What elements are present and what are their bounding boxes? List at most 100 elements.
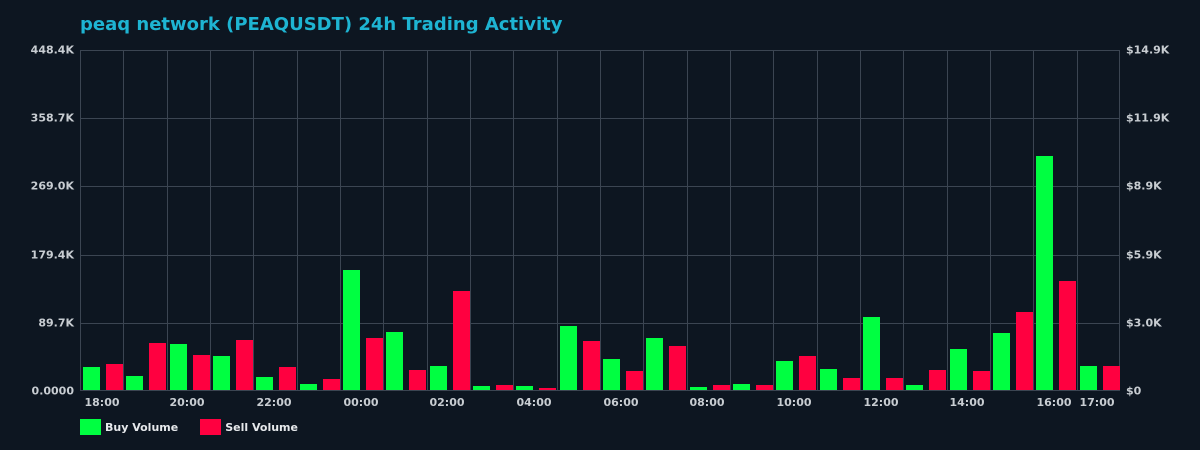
gridline-v xyxy=(253,51,255,390)
x-tick-label: 04:00 xyxy=(516,396,552,409)
gridline-v xyxy=(946,51,948,390)
y-tick-right: $0 xyxy=(1126,384,1142,398)
legend-label-sell: Sell Volume xyxy=(225,420,298,434)
y-tick-left: 0.0000 xyxy=(31,384,74,398)
sell-bar[interactable] xyxy=(799,355,817,390)
gridline-v xyxy=(513,51,515,390)
y-tick-left: 179.4K xyxy=(30,248,74,262)
sell-bar[interactable] xyxy=(236,339,253,390)
sell-bar[interactable] xyxy=(669,345,687,390)
sell-bar[interactable] xyxy=(712,384,730,390)
gridline-v xyxy=(210,51,211,390)
sell-bar[interactable] xyxy=(626,371,643,390)
sell-bar[interactable] xyxy=(1016,311,1033,390)
buy-bar[interactable] xyxy=(169,343,187,390)
x-tick-label: 22:00 xyxy=(256,396,292,409)
buy-swatch-icon xyxy=(80,419,101,435)
gridline-v xyxy=(686,51,688,390)
x-tick-label: 16:00 xyxy=(1036,396,1072,409)
sell-bar[interactable] xyxy=(496,384,513,390)
legend-item-sell[interactable]: Sell Volume xyxy=(200,419,298,435)
plot-area xyxy=(80,50,1120,391)
buy-bar[interactable] xyxy=(126,376,144,390)
gridline-v xyxy=(426,51,428,390)
gridline-v xyxy=(990,51,991,390)
buy-bar[interactable] xyxy=(386,332,404,390)
sell-bar[interactable] xyxy=(409,370,427,390)
legend-label-buy: Buy Volume xyxy=(105,420,179,434)
sell-bar[interactable] xyxy=(929,370,947,390)
buy-bar[interactable] xyxy=(429,365,447,390)
x-tick-label: 00:00 xyxy=(343,396,379,409)
buy-bar[interactable] xyxy=(949,348,967,390)
chart-title: peaq network (PEAQUSDT) 24h Trading Acti… xyxy=(80,14,563,35)
gridline-v xyxy=(1076,51,1078,390)
buy-bar[interactable] xyxy=(646,338,664,390)
sell-bar[interactable] xyxy=(539,387,557,390)
sell-bar[interactable] xyxy=(1102,365,1120,390)
buy-bar[interactable] xyxy=(906,384,924,390)
gridline-v xyxy=(860,51,861,390)
y-tick-right: $8.9K xyxy=(1126,179,1162,193)
gridline-v xyxy=(123,51,125,390)
gridline-v xyxy=(556,51,558,390)
buy-bar[interactable] xyxy=(689,386,707,390)
buy-bar[interactable] xyxy=(603,358,620,390)
y-tick-right: $3.0K xyxy=(1126,316,1162,330)
x-tick-label: 08:00 xyxy=(689,396,725,409)
x-tick-label: 02:00 xyxy=(429,396,465,409)
sell-bar[interactable] xyxy=(366,338,383,390)
y-tick-left: 358.7K xyxy=(30,111,74,125)
y-tick-left: 89.7K xyxy=(38,316,74,330)
buy-bar[interactable] xyxy=(733,383,750,390)
buy-bar[interactable] xyxy=(559,326,577,390)
buy-bar[interactable] xyxy=(256,377,274,390)
buy-bar[interactable] xyxy=(819,368,837,390)
sell-bar[interactable] xyxy=(322,379,340,390)
y-tick-left: 269.0K xyxy=(30,179,74,193)
buy-bar[interactable] xyxy=(863,317,880,390)
sell-bar[interactable] xyxy=(842,377,860,390)
gridline-v xyxy=(340,51,341,390)
x-tick-label: 14:00 xyxy=(949,396,985,409)
x-tick-label: 17:00 xyxy=(1079,396,1115,409)
sell-bar[interactable] xyxy=(886,377,903,390)
x-tick-label: 06:00 xyxy=(603,396,639,409)
buy-bar[interactable] xyxy=(516,386,534,390)
sell-bar[interactable] xyxy=(582,341,600,390)
buy-bar[interactable] xyxy=(343,269,360,390)
buy-bar[interactable] xyxy=(213,355,230,390)
sell-bar[interactable] xyxy=(756,384,773,390)
sell-swatch-icon xyxy=(200,419,222,435)
buy-bar[interactable] xyxy=(993,332,1010,390)
gridline-v xyxy=(730,51,731,390)
sell-bar[interactable] xyxy=(106,364,123,390)
x-tick-label: 18:00 xyxy=(84,396,120,409)
y-tick-right: $14.9K xyxy=(1126,43,1170,57)
x-tick-label: 20:00 xyxy=(169,396,205,409)
gridline-v xyxy=(166,51,168,390)
legend: Buy Volume Sell Volume xyxy=(80,419,320,435)
buy-bar[interactable] xyxy=(1079,365,1097,390)
sell-bar[interactable] xyxy=(972,371,990,390)
legend-item-buy[interactable]: Buy Volume xyxy=(80,419,178,435)
x-tick-label: 12:00 xyxy=(863,396,899,409)
gridline-v xyxy=(1033,51,1035,390)
gridline-v xyxy=(383,51,385,390)
buy-bar[interactable] xyxy=(1036,155,1054,390)
gridline-v xyxy=(643,51,645,390)
x-tick-label: 10:00 xyxy=(776,396,812,409)
gridline-v xyxy=(903,51,905,390)
sell-bar[interactable] xyxy=(279,367,297,390)
gridline-v xyxy=(816,51,818,390)
gridline-v xyxy=(296,51,298,390)
y-tick-left: 448.4K xyxy=(30,43,74,57)
buy-bar[interactable] xyxy=(83,367,100,390)
buy-bar[interactable] xyxy=(776,361,794,390)
buy-bar[interactable] xyxy=(473,386,490,390)
buy-bar[interactable] xyxy=(299,383,317,390)
sell-bar[interactable] xyxy=(452,291,470,390)
sell-bar[interactable] xyxy=(192,355,210,390)
sell-bar[interactable] xyxy=(149,342,167,390)
sell-bar[interactable] xyxy=(1059,281,1077,390)
